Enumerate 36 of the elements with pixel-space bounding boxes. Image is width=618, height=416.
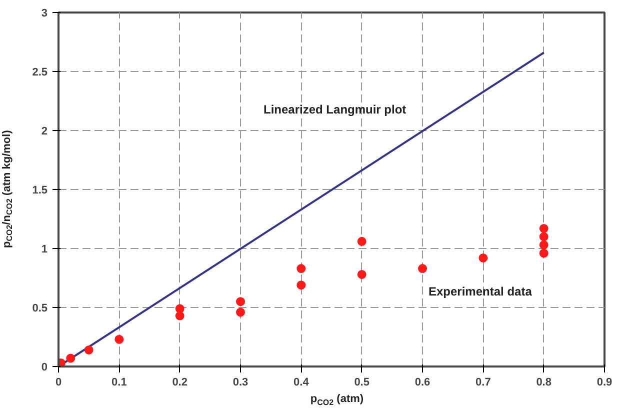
- y-tick-label: 2.5: [32, 66, 48, 78]
- point: [357, 270, 366, 279]
- point: [66, 354, 76, 363]
- x-axis-title: p$_{CO2}$ (atm): [309, 392, 365, 409]
- x-tick-label: 0.8: [536, 376, 552, 388]
- point: [296, 280, 306, 290]
- point: [418, 264, 427, 274]
- point: [539, 248, 548, 258]
- point: [84, 345, 94, 354]
- x-tick-label: 0.4: [294, 376, 310, 388]
- x-tick-label: 0: [55, 376, 62, 388]
- y-tick-label: 1: [41, 244, 48, 256]
- x-tick-label: 0.1: [112, 376, 127, 388]
- x-tick-label: 0.3: [232, 376, 248, 388]
- point: [114, 334, 124, 344]
- y-tick-label: 3: [41, 8, 48, 20]
- point: [539, 224, 548, 233]
- point: [296, 264, 306, 274]
- x-tick-label: 0.6: [414, 376, 430, 388]
- point: [175, 311, 184, 320]
- y-tick-label: 0: [41, 362, 48, 374]
- annotation: Experimental data: [428, 284, 532, 298]
- point: [478, 253, 488, 262]
- y-tick-label: 2: [41, 126, 48, 138]
- x-tick-label: 0.2: [172, 376, 188, 388]
- point: [236, 308, 245, 317]
- point: [357, 236, 366, 246]
- y-tick-label: 0.5: [32, 302, 48, 314]
- x-tick-label: 0.5: [354, 376, 370, 388]
- point: [236, 297, 245, 306]
- point: [539, 232, 548, 242]
- point: [539, 240, 548, 250]
- x-tick-label: 0.9: [596, 376, 612, 388]
- annotation: Linearized Langmuir plot: [264, 102, 406, 116]
- y-tick-label: 1.5: [32, 184, 48, 196]
- x-tick-label: 0.7: [476, 376, 491, 388]
